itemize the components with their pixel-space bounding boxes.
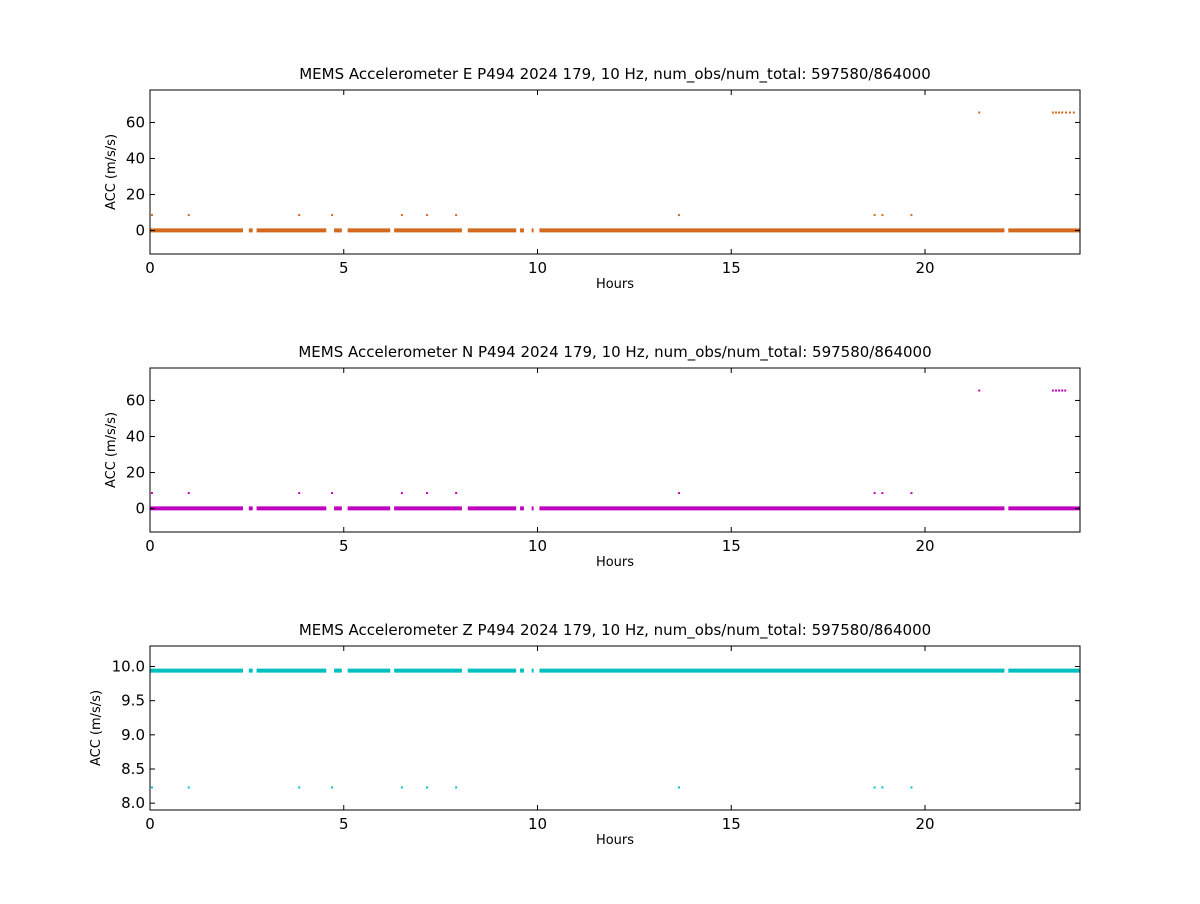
data-point (150, 786, 153, 789)
x-tick-label: 5 (339, 815, 349, 833)
y-axis-label: ACC (m/s/s) (89, 690, 104, 766)
data-point (1061, 389, 1064, 392)
data-point (910, 214, 913, 217)
data-point (978, 111, 981, 114)
data-point (150, 214, 153, 217)
y-tick-label: 60 (126, 391, 145, 409)
y-tick-label: 9.5 (121, 692, 145, 710)
x-axis-label: Hours (596, 833, 634, 848)
data-point (298, 492, 301, 495)
chart-title: MEMS Accelerometer Z P494 2024 179, 10 H… (299, 621, 931, 640)
data-point (1051, 111, 1054, 114)
x-tick-label: 5 (339, 537, 349, 555)
y-tick-label: 8.5 (121, 760, 145, 778)
x-tick-label: 10 (528, 815, 547, 833)
data-point (978, 389, 981, 392)
data-point (187, 492, 190, 495)
y-tick-label: 40 (126, 427, 145, 445)
data-point (873, 214, 876, 217)
chart-title: MEMS Accelerometer N P494 2024 179, 10 H… (298, 343, 931, 362)
plot-frame (149, 89, 1081, 255)
x-tick-label: 0 (145, 537, 155, 555)
data-point (400, 786, 403, 789)
data-point (150, 492, 153, 495)
data-point (881, 492, 884, 495)
data-point (910, 786, 913, 789)
chart-panel-0: MEMS Accelerometer E P494 2024 179, 10 H… (104, 65, 1081, 292)
data-point (400, 492, 403, 495)
data-point (400, 214, 403, 217)
data-point (426, 786, 429, 789)
data-point (1068, 111, 1071, 114)
y-tick-label: 0 (135, 500, 145, 518)
data-point (881, 786, 884, 789)
x-tick-label: 20 (915, 815, 934, 833)
data-point (331, 492, 334, 495)
x-tick-label: 5 (339, 259, 349, 277)
data-point (1064, 389, 1067, 392)
data-point (426, 492, 429, 495)
data-point (677, 786, 680, 789)
data-point (1061, 111, 1064, 114)
x-axis-label: Hours (596, 277, 634, 292)
data-point (677, 214, 680, 217)
x-axis-label: Hours (596, 555, 634, 570)
x-tick-label: 15 (722, 815, 741, 833)
y-tick-label: 8.0 (121, 794, 145, 812)
data-point (1054, 111, 1057, 114)
x-tick-label: 15 (722, 259, 741, 277)
data-point (873, 786, 876, 789)
data-point (1072, 111, 1075, 114)
chart-panel-1: MEMS Accelerometer N P494 2024 179, 10 H… (104, 343, 1081, 570)
chart-title: MEMS Accelerometer E P494 2024 179, 10 H… (299, 65, 931, 84)
x-tick-label: 10 (528, 537, 547, 555)
data-point (881, 214, 884, 217)
y-tick-label: 40 (126, 149, 145, 167)
chart-panel-2: MEMS Accelerometer Z P494 2024 179, 10 H… (89, 621, 1081, 848)
x-tick-label: 10 (528, 259, 547, 277)
x-tick-label: 20 (915, 259, 934, 277)
y-axis-label: ACC (m/s/s) (104, 134, 119, 210)
data-point (910, 492, 913, 495)
y-tick-label: 10.0 (112, 658, 145, 676)
y-tick-label: 20 (126, 464, 145, 482)
data-point (873, 492, 876, 495)
y-tick-label: 9.0 (121, 726, 145, 744)
data-point (298, 214, 301, 217)
data-point (1065, 111, 1068, 114)
data-point (1051, 389, 1054, 392)
data-point (1058, 389, 1061, 392)
data-point (677, 492, 680, 495)
data-point (455, 492, 458, 495)
data-point (298, 786, 301, 789)
y-tick-label: 60 (126, 113, 145, 131)
data-point (455, 214, 458, 217)
data-point (1054, 389, 1057, 392)
x-tick-label: 0 (145, 259, 155, 277)
data-point (187, 214, 190, 217)
x-tick-label: 0 (145, 815, 155, 833)
data-point (1058, 111, 1061, 114)
y-tick-label: 0 (135, 222, 145, 240)
x-tick-label: 20 (915, 537, 934, 555)
x-tick-label: 15 (722, 537, 741, 555)
data-point (455, 786, 458, 789)
plot-frame (149, 367, 1081, 533)
y-axis-label: ACC (m/s/s) (104, 412, 119, 488)
plot-frame (149, 645, 1081, 811)
data-point (331, 786, 334, 789)
data-point (426, 214, 429, 217)
data-point (331, 214, 334, 217)
data-point (187, 786, 190, 789)
y-tick-label: 20 (126, 186, 145, 204)
